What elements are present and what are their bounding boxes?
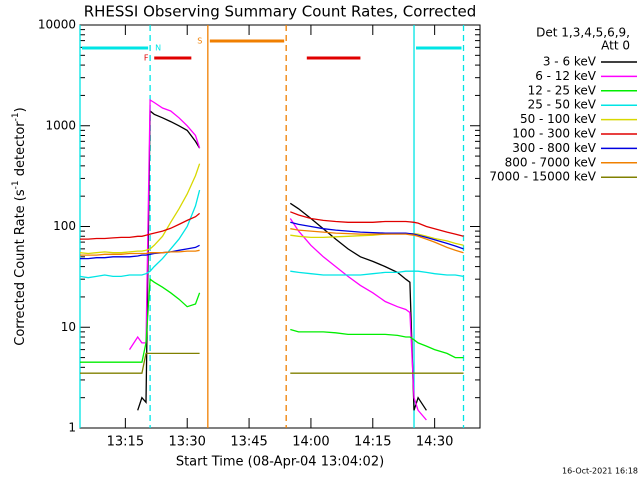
series-line xyxy=(80,352,464,374)
legend-label: 25 - 50 keV xyxy=(528,98,597,112)
y-axis-label-part: Corrected Count Rate (s xyxy=(13,189,28,346)
y-axis-label-part: -1 xyxy=(11,112,21,121)
x-tick-label: 13:45 xyxy=(230,435,267,450)
legend-label: 6 - 12 keV xyxy=(535,69,597,83)
series-line xyxy=(80,211,464,240)
series-line xyxy=(80,221,464,260)
x-tick-label: 14:30 xyxy=(416,435,453,450)
y-axis-label-part: ) xyxy=(13,107,28,112)
legend-label: 800 - 7000 keV xyxy=(505,155,597,169)
y-axis-label-part: detector xyxy=(13,121,28,181)
x-axis-label: Start Time (08-Apr-04 13:04:02) xyxy=(176,455,384,470)
legend-label: 7000 - 15000 keV xyxy=(489,170,596,184)
series-line xyxy=(79,189,464,279)
x-tick-label: 14:00 xyxy=(292,435,329,450)
x-tick-label: 13:30 xyxy=(168,435,205,450)
legend-title: Att 0 xyxy=(601,39,630,53)
y-tick-label: 10 xyxy=(61,320,76,334)
y-axis-label-part: -1 xyxy=(11,180,21,189)
x-tick-label: 14:15 xyxy=(354,435,391,450)
flag-label: S xyxy=(197,37,202,46)
legend-label: 3 - 6 keV xyxy=(543,55,597,69)
series-line xyxy=(80,277,464,363)
legend-label: 300 - 800 keV xyxy=(512,141,596,155)
chart-title: RHESSI Observing Summary Count Rates, Co… xyxy=(84,3,477,21)
legend-label: 12 - 25 keV xyxy=(528,83,597,97)
y-tick-label: 10000 xyxy=(38,18,76,32)
y-axis-label: Corrected Count Rate (s-1 detector-1) xyxy=(11,107,28,345)
flag-label: F xyxy=(144,54,149,63)
legend-label: 50 - 100 keV xyxy=(520,112,597,126)
legend-title: Det 1,3,4,5,6,9, xyxy=(536,26,630,40)
series-line xyxy=(128,98,427,421)
y-tick-label: 1 xyxy=(68,421,76,435)
legend-label: 100 - 300 keV xyxy=(512,127,596,141)
y-tick-label: 1000 xyxy=(45,118,76,132)
x-tick-label: 13:15 xyxy=(107,435,144,450)
footer: 16-Oct-2021 16:18 xyxy=(562,467,638,476)
flag-label: N xyxy=(155,44,161,53)
series-line xyxy=(80,228,464,256)
y-tick-label: 100 xyxy=(53,219,76,233)
